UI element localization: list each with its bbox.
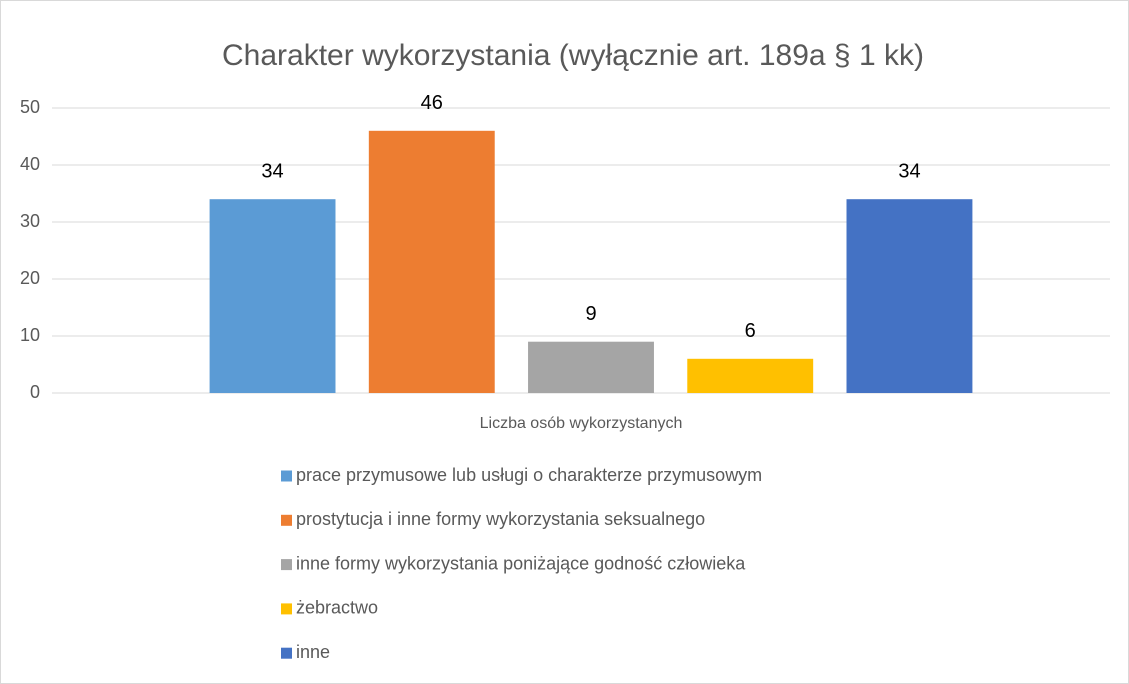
bar: [687, 358, 814, 393]
data-label: 46: [421, 92, 443, 114]
data-label: 34: [898, 160, 920, 182]
data-label: 34: [261, 160, 283, 182]
y-tick-label: 40: [20, 154, 40, 174]
legend-swatch: [281, 647, 292, 659]
legend-label: inne formy wykorzystania poniżające godn…: [296, 553, 746, 573]
legend-swatch: [281, 559, 292, 571]
legend-label: prace przymusowe lub usługi o charakterz…: [296, 465, 762, 485]
legend-label: prostytucja i inne formy wykorzystania s…: [296, 509, 705, 529]
y-tick-label: 10: [20, 325, 40, 345]
bar: [209, 199, 336, 393]
data-label: 9: [585, 303, 596, 325]
legend-label: żebractwo: [296, 598, 378, 618]
x-tick-label: Liczba osób wykorzystanych: [480, 415, 683, 432]
legend-swatch: [281, 603, 292, 615]
chart-title: Charakter wykorzystania (wyłącznie art. …: [222, 39, 924, 72]
y-tick-label: 0: [30, 382, 40, 402]
y-tick-label: 20: [20, 268, 40, 288]
legend-swatch: [281, 470, 292, 482]
bar: [846, 199, 973, 393]
y-tick-label: 50: [20, 97, 40, 117]
bar: [528, 341, 654, 393]
data-label: 6: [745, 320, 756, 342]
legend-swatch: [281, 514, 292, 526]
bar: [368, 130, 495, 394]
y-tick-label: 30: [20, 211, 40, 231]
legend-label: inne: [296, 642, 330, 662]
